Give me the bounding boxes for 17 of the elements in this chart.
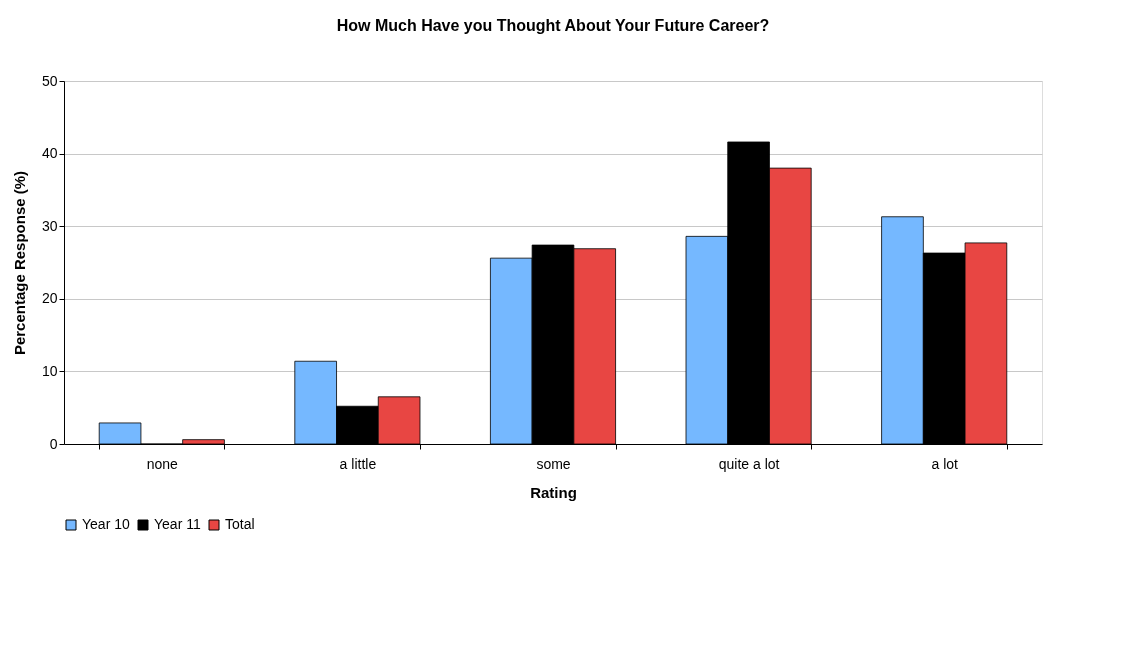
legend-label: Total: [225, 516, 255, 532]
legend-label: Year 10: [82, 516, 130, 532]
y-tick-label: 10: [41, 362, 58, 379]
x-tick-label: a lot: [931, 455, 959, 472]
y-tick-label: 50: [41, 72, 58, 89]
x-tick-label: a little: [339, 455, 377, 472]
y-tick-label: 20: [41, 290, 58, 307]
chart-title: How Much Have you Thought About Your Future Career?: [336, 17, 770, 34]
x-tick-label: some: [536, 455, 571, 472]
y-tick-label: 30: [41, 217, 58, 234]
y-axis-title: Percentage Response (%): [10, 170, 28, 356]
legend-label: Year 11: [154, 516, 201, 532]
x-tick-label: quite a lot: [718, 455, 780, 472]
y-tick-label: 40: [41, 145, 58, 162]
x-tick-label: none: [146, 455, 179, 472]
x-axis-title: Rating: [530, 483, 577, 501]
y-tick-label: 0: [49, 435, 58, 452]
